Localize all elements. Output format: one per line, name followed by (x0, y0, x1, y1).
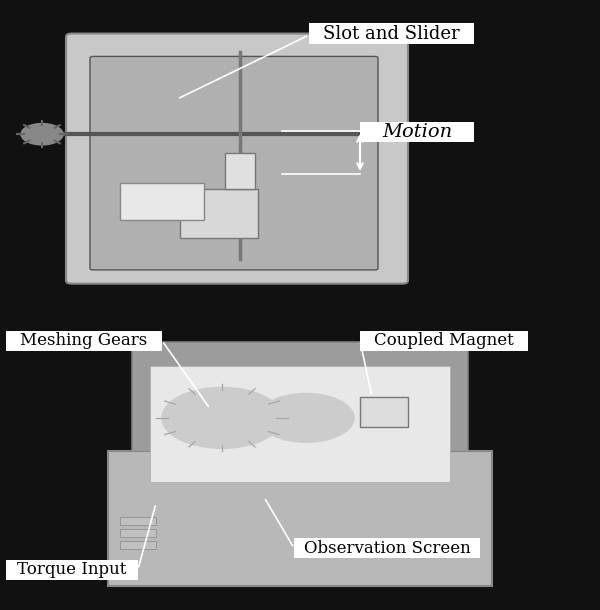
Bar (120, 517, 156, 525)
Text: Meshing Gears: Meshing Gears (20, 332, 148, 350)
Polygon shape (108, 451, 492, 586)
Circle shape (162, 387, 282, 448)
FancyBboxPatch shape (6, 560, 138, 580)
FancyBboxPatch shape (309, 23, 474, 45)
Bar (150, 366, 450, 482)
FancyBboxPatch shape (360, 331, 528, 351)
Bar (225, 152, 255, 189)
Circle shape (258, 393, 354, 442)
Polygon shape (132, 342, 468, 451)
FancyBboxPatch shape (6, 331, 162, 351)
Bar (120, 183, 204, 220)
Text: Motion: Motion (382, 123, 452, 141)
Text: Observation Screen: Observation Screen (304, 540, 470, 557)
Text: Slot and Slider: Slot and Slider (323, 24, 460, 43)
FancyBboxPatch shape (294, 538, 480, 558)
Text: Coupled Magnet: Coupled Magnet (374, 332, 514, 350)
FancyBboxPatch shape (66, 34, 408, 284)
Circle shape (21, 123, 63, 145)
Bar (120, 542, 156, 549)
FancyBboxPatch shape (360, 122, 474, 142)
Bar (120, 529, 156, 537)
FancyBboxPatch shape (90, 56, 378, 270)
Bar (360, 396, 408, 427)
Text: Torque Input: Torque Input (17, 561, 127, 578)
Bar (180, 189, 258, 238)
